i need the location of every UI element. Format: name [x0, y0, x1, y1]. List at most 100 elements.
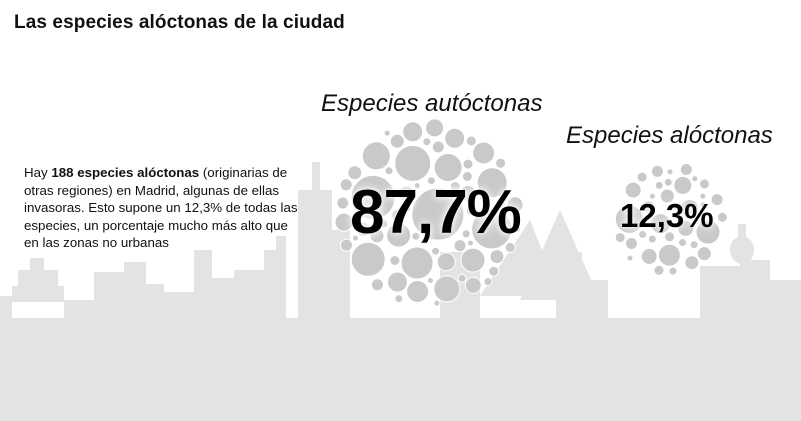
species-bubble: [614, 232, 626, 244]
species-bubble: [471, 208, 513, 250]
species-bubble: [666, 168, 674, 176]
species-bubble: [387, 271, 408, 293]
species-bubble: [626, 254, 634, 262]
species-bubble: [394, 144, 432, 182]
species-bubble: [347, 165, 363, 181]
species-bubble: [636, 171, 648, 183]
species-bubble: [640, 247, 658, 265]
species-bubble: [444, 127, 466, 149]
species-bubble: [411, 187, 465, 241]
species-bubble: [453, 239, 467, 253]
species-bubble: [650, 164, 664, 178]
species-bubble: [689, 240, 699, 250]
species-bubble: [461, 229, 471, 239]
species-bubble: [668, 266, 678, 276]
species-bubble: [461, 170, 473, 182]
species-bubble: [462, 158, 474, 170]
species-bubble: [459, 185, 477, 202]
species-bubble: [638, 229, 648, 239]
species-bubble: [350, 174, 396, 220]
species-bubble: [514, 225, 522, 233]
species-bubble: [431, 246, 441, 256]
species-bubble: [504, 241, 516, 253]
species-bubble: [355, 221, 371, 237]
description-paragraph: Hay 188 especies alóctonas (originarias …: [24, 164, 306, 252]
species-bubble: [641, 200, 655, 214]
species-bubble: [654, 180, 664, 190]
species-bubble: [426, 277, 434, 284]
species-bubble: [389, 133, 405, 149]
alien-species-label: Especies alóctonas: [566, 122, 773, 149]
species-bubble: [614, 204, 644, 234]
species-bubble: [400, 246, 434, 280]
species-bubble: [361, 141, 391, 171]
species-bubble: [659, 188, 675, 204]
native-species-bubble-cluster: [334, 118, 524, 307]
species-bubble: [334, 212, 354, 232]
species-bubble: [436, 252, 456, 272]
species-bubble: [464, 276, 482, 294]
species-bubble: [673, 175, 693, 195]
species-bubble: [653, 264, 665, 276]
native-species-percentage: 87,7%: [350, 178, 522, 247]
species-bubble: [684, 255, 700, 271]
species-bubble: [716, 211, 728, 223]
species-bubble: [495, 157, 507, 169]
species-bubble: [465, 135, 477, 147]
species-bubble: [624, 181, 642, 199]
species-bubble: [413, 182, 421, 190]
species-bubble: [476, 167, 508, 199]
species-bubble: [398, 185, 416, 203]
species-bubble: [404, 205, 412, 213]
species-bubble: [710, 193, 724, 207]
species-bubble: [433, 299, 441, 307]
species-bubble: [472, 141, 496, 165]
alien-species-percentage: 12,3%: [620, 197, 714, 234]
description-highlight: 188 especies alóctonas: [51, 165, 200, 180]
species-bubble: [663, 177, 673, 187]
species-bubble: [647, 234, 657, 244]
species-bubble: [625, 237, 638, 250]
species-bubble: [352, 234, 359, 242]
species-bubble: [369, 228, 385, 244]
page-title: Las especies alóctonas de la ciudad: [14, 12, 345, 33]
species-bubble: [411, 231, 421, 241]
species-bubble: [677, 219, 695, 237]
description-body: (originarias de otras regiones) en Madri…: [24, 165, 298, 251]
species-bubble: [425, 118, 445, 138]
species-bubble: [699, 192, 707, 200]
species-bubble: [467, 239, 474, 247]
species-bubble: [679, 163, 693, 176]
species-bubble: [460, 247, 486, 273]
species-bubble: [406, 280, 430, 303]
species-bubble: [678, 238, 687, 247]
species-bubble: [699, 201, 707, 209]
species-bubble: [422, 137, 432, 147]
species-bubble: [389, 255, 401, 266]
species-bubble: [350, 241, 386, 277]
species-bubble: [426, 176, 436, 186]
species-bubble: [433, 153, 463, 182]
description-intro: Hay: [24, 165, 52, 180]
species-bubble: [431, 140, 445, 154]
species-bubble: [494, 197, 506, 209]
species-bubble: [386, 222, 412, 248]
species-bubble: [339, 178, 353, 192]
species-bubble: [695, 219, 721, 245]
species-bubble: [391, 208, 405, 222]
species-bubble: [506, 196, 524, 214]
species-bubble: [664, 231, 676, 243]
species-bubble: [670, 202, 680, 212]
alien-species-bubble-cluster: [614, 163, 728, 276]
species-bubble: [370, 278, 384, 292]
species-bubble: [483, 277, 493, 287]
species-bubble: [680, 199, 700, 218]
species-bubble: [699, 178, 710, 190]
species-bubble: [340, 238, 353, 252]
species-bubble: [457, 273, 467, 283]
species-bubble: [691, 175, 699, 183]
species-bubble: [648, 192, 656, 200]
species-bubble: [384, 166, 394, 176]
species-bubble: [383, 129, 391, 137]
species-bubble: [402, 121, 424, 143]
